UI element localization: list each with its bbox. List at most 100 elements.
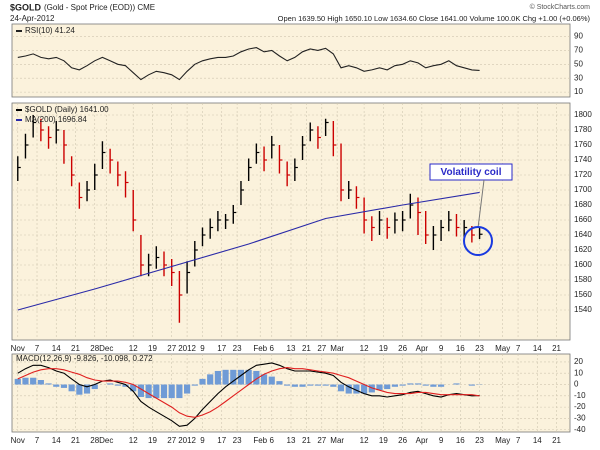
histogram-bar bbox=[353, 384, 360, 394]
histogram-bar bbox=[330, 384, 337, 387]
x-tick-label: Mar bbox=[330, 436, 344, 445]
panel-frame bbox=[11, 23, 571, 98]
symbol: $GOLD bbox=[10, 2, 42, 12]
histogram-bar bbox=[37, 380, 44, 385]
x-tick-label: 9 bbox=[200, 436, 205, 445]
histogram-bar bbox=[284, 384, 291, 386]
histogram-bar bbox=[199, 378, 206, 385]
histogram-bar bbox=[268, 376, 275, 385]
x-tick-label: 13 bbox=[287, 436, 296, 445]
y-tick-label: 10 bbox=[574, 87, 583, 96]
histogram-bar bbox=[307, 384, 314, 386]
x-tick-label: May bbox=[495, 344, 510, 353]
histogram-bar bbox=[322, 384, 329, 386]
histogram-bar bbox=[168, 384, 175, 399]
y-tick-label: 1580 bbox=[574, 275, 592, 284]
x-tick-label: Nov bbox=[11, 436, 25, 445]
y-tick-label: -30 bbox=[574, 414, 586, 423]
histogram-bar bbox=[130, 384, 137, 392]
x-tick-label: 28 bbox=[90, 436, 99, 445]
x-tick-label: 27 bbox=[317, 344, 326, 353]
x-tick-label: 19 bbox=[379, 436, 388, 445]
histogram-bar bbox=[237, 369, 245, 385]
x-tick-label: 21 bbox=[302, 436, 311, 445]
histogram-bar bbox=[160, 384, 168, 399]
histogram-bar bbox=[114, 384, 121, 386]
x-tick-label: 6 bbox=[270, 436, 275, 445]
y-tick-label: 10 bbox=[574, 368, 583, 377]
x-tick-label: Feb bbox=[253, 344, 267, 353]
panel-frame bbox=[11, 353, 571, 433]
y-tick-label: 1680 bbox=[574, 200, 592, 209]
x-tick-label: Apr bbox=[416, 344, 429, 353]
histogram-bar bbox=[222, 369, 229, 385]
x-tick-label: 9 bbox=[200, 344, 205, 353]
histogram-bar bbox=[368, 384, 375, 393]
y-tick-label: 1760 bbox=[574, 140, 592, 149]
legend-label: RSI(10) 41.24 bbox=[25, 26, 75, 35]
x-tick-label: 28 bbox=[90, 344, 99, 353]
y-tick-label: 1780 bbox=[574, 125, 592, 134]
y-tick-label: 1620 bbox=[574, 245, 592, 254]
x-tick-label: 21 bbox=[552, 344, 561, 353]
histogram-bar bbox=[14, 378, 21, 385]
y-tick-label: 1800 bbox=[574, 110, 592, 119]
y-tick-label: 70 bbox=[574, 46, 583, 55]
histogram-bar bbox=[407, 383, 414, 385]
legend-label: $GOLD (Daily) 1641.00 bbox=[25, 105, 109, 114]
quote: Open 1639.50 High 1650.10 Low 1634.60 Cl… bbox=[278, 14, 591, 23]
line-series bbox=[17, 362, 480, 427]
y-tick-label: 1640 bbox=[574, 230, 592, 239]
histogram-bar bbox=[207, 374, 214, 385]
y-tick-label: 1740 bbox=[574, 155, 592, 164]
x-tick-label: 27 bbox=[317, 436, 326, 445]
x-tick-label: 7 bbox=[516, 436, 521, 445]
histogram-bar bbox=[376, 384, 383, 391]
x-tick-label: 7 bbox=[35, 344, 40, 353]
y-tick-label: 1540 bbox=[574, 305, 592, 314]
histogram-bar bbox=[468, 384, 475, 386]
histogram-bar bbox=[438, 384, 445, 387]
line-series bbox=[17, 367, 480, 418]
x-tick-label: 21 bbox=[71, 344, 80, 353]
x-tick-label: Nov bbox=[11, 344, 25, 353]
x-tick-label: Feb bbox=[253, 436, 267, 445]
histogram-bar bbox=[214, 370, 221, 385]
x-tick-label: 27 bbox=[167, 436, 176, 445]
y-tick-label: 1720 bbox=[574, 170, 592, 179]
x-tick-label: 17 bbox=[217, 344, 226, 353]
x-tick-label: 23 bbox=[233, 344, 242, 353]
histogram-bar bbox=[345, 384, 352, 394]
x-tick-label: 13 bbox=[287, 344, 296, 353]
instrument-name: (Gold - Spot Price (EOD)) CME bbox=[44, 3, 155, 12]
x-tick-label: Mar bbox=[330, 344, 344, 353]
x-tick-label: 17 bbox=[217, 436, 226, 445]
histogram-bar bbox=[276, 381, 283, 385]
y-tick-label: 1700 bbox=[574, 185, 592, 194]
y-tick-label: 30 bbox=[574, 73, 583, 82]
histogram-bar bbox=[453, 383, 460, 385]
x-tick-label: 2012 bbox=[178, 344, 196, 353]
histogram-bar bbox=[414, 383, 422, 385]
y-tick-label: 50 bbox=[574, 59, 583, 68]
x-tick-label: 23 bbox=[475, 344, 484, 353]
x-tick-label: 14 bbox=[533, 436, 542, 445]
histogram-bar bbox=[137, 384, 144, 397]
x-tick-label: 21 bbox=[71, 436, 80, 445]
x-tick-label: 9 bbox=[439, 436, 444, 445]
y-tick-label: 1660 bbox=[574, 215, 592, 224]
x-tick-label: 23 bbox=[233, 436, 242, 445]
x-tick-label: 14 bbox=[533, 344, 542, 353]
histogram-bar bbox=[30, 377, 37, 385]
histogram-bar bbox=[91, 384, 98, 390]
histogram-bar bbox=[422, 384, 429, 386]
histogram-bar bbox=[22, 377, 29, 385]
x-tick-label: 9 bbox=[439, 344, 444, 353]
x-tick-label: 21 bbox=[552, 436, 561, 445]
histogram-bar bbox=[253, 370, 260, 385]
histogram-bar bbox=[430, 384, 437, 387]
histogram-bar bbox=[184, 384, 191, 394]
x-tick-label: 12 bbox=[129, 436, 138, 445]
histogram-bar bbox=[191, 384, 198, 386]
